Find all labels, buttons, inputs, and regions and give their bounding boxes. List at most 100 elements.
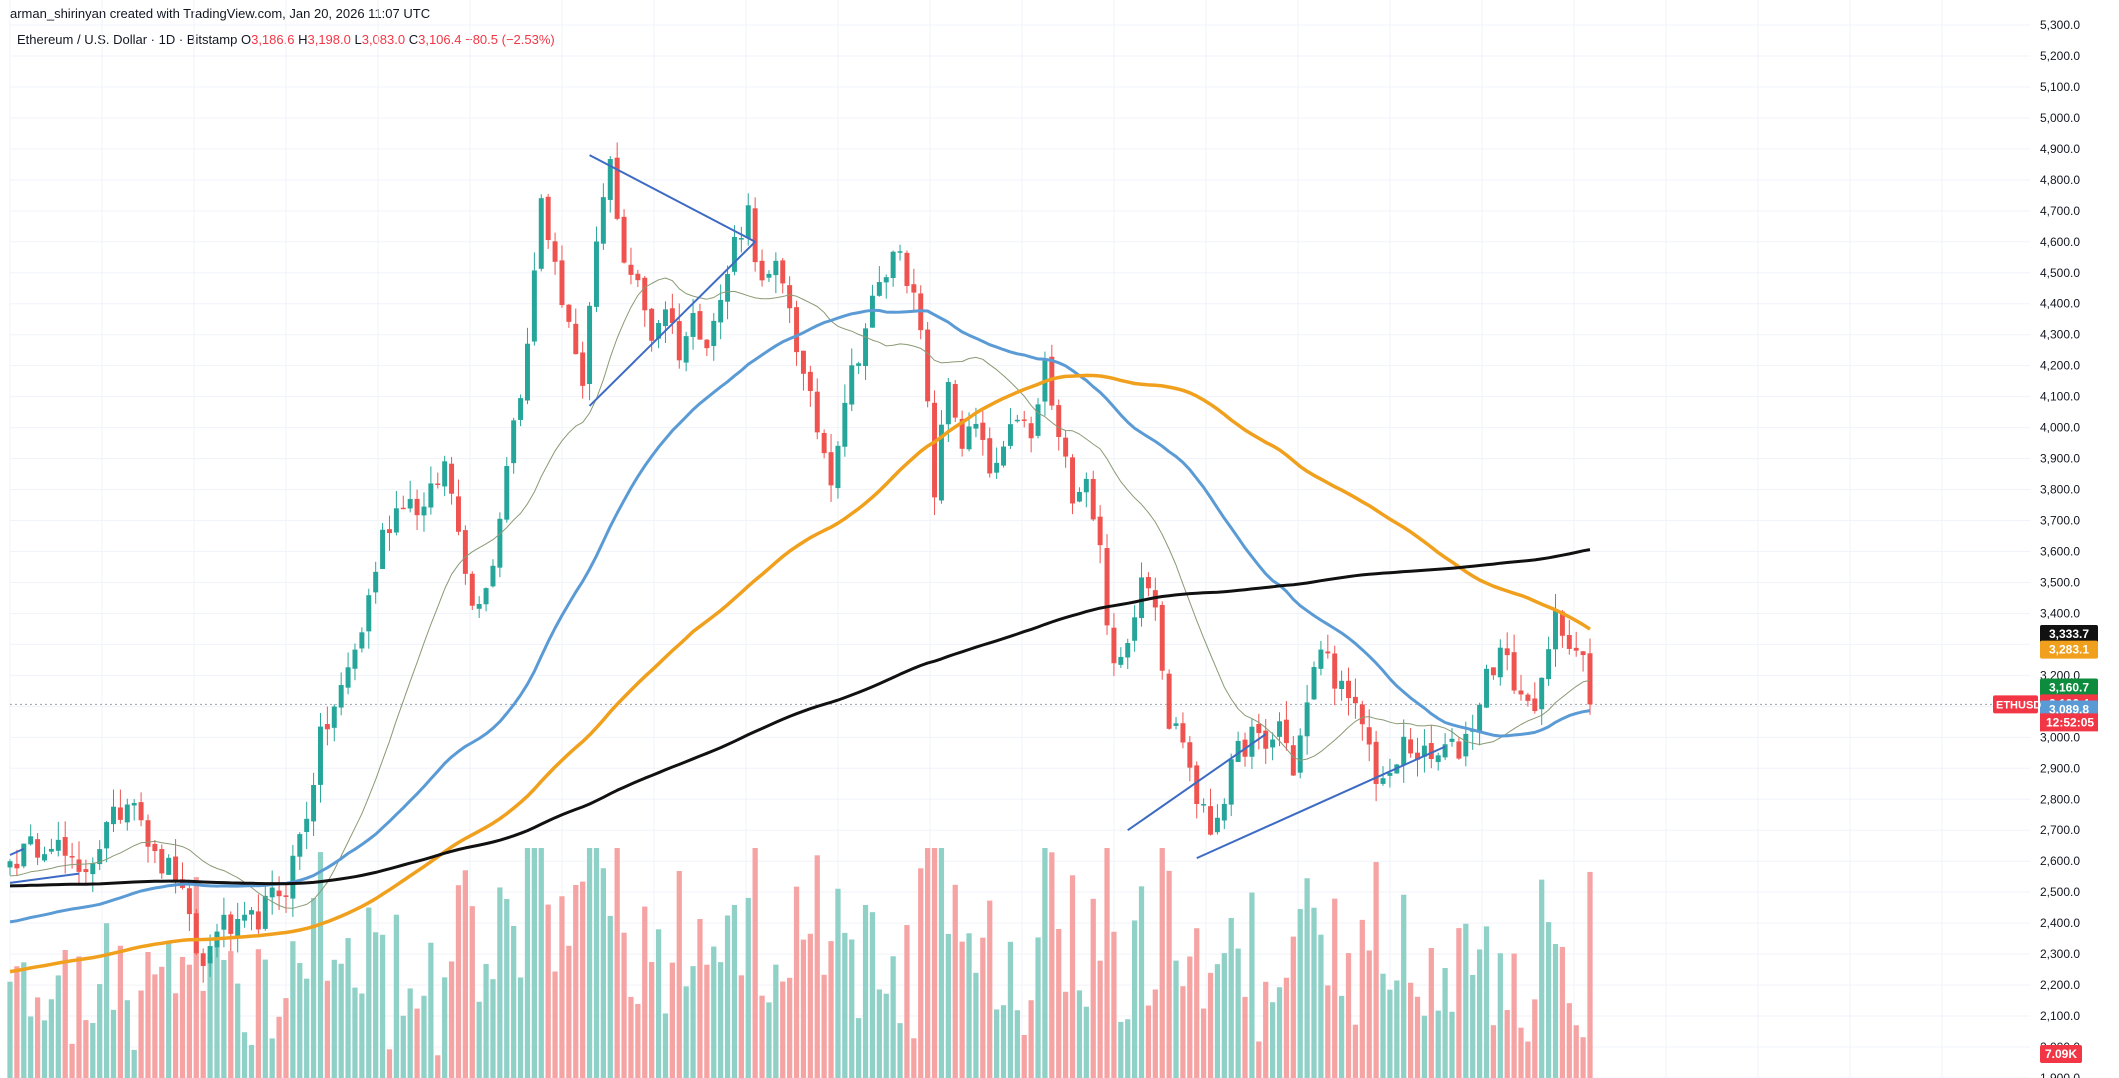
volume-bar	[718, 962, 724, 1078]
volume-bar	[1000, 1005, 1007, 1078]
candle-body	[359, 632, 365, 649]
symbol-tag-label: ETHUSD	[1996, 699, 2041, 711]
candle-body	[1401, 736, 1407, 766]
volume-bar	[214, 934, 220, 1078]
candle-body	[97, 849, 103, 865]
volume-bar	[41, 1020, 48, 1078]
price-axis-label: 5,200.0	[2040, 49, 2080, 63]
ma200-line	[9, 548, 1591, 888]
candle-body	[1297, 735, 1303, 773]
candle-body	[945, 382, 951, 425]
volume-bar	[248, 1044, 255, 1078]
candle-body	[111, 806, 116, 825]
price-axis-label: 1,900.0	[2040, 1071, 2080, 1078]
volume-bar	[683, 986, 689, 1078]
candle-body	[1283, 719, 1289, 744]
volume-tag-label: 7.09K	[2045, 1047, 2077, 1061]
candle-body	[283, 895, 289, 897]
candle-body	[1132, 617, 1138, 641]
candle-body	[1194, 765, 1200, 805]
volume-bar	[1580, 1037, 1586, 1078]
candle-body	[552, 241, 558, 262]
volume-bars	[7, 848, 1593, 1078]
candle-body	[449, 463, 455, 494]
candle-body	[249, 910, 254, 915]
volume-bar	[1201, 1008, 1207, 1078]
volume-bar	[207, 956, 213, 1078]
candle-body	[635, 273, 641, 281]
symbol-title: Ethereum / U.S. Dollar · 1D · Bitstamp	[17, 32, 238, 47]
candle-body	[1221, 803, 1227, 821]
volume-bar	[455, 885, 462, 1078]
volume-bar	[856, 1018, 862, 1078]
candle-body	[987, 438, 993, 474]
volume-bar	[883, 993, 889, 1078]
ma100-line	[9, 373, 1591, 974]
price-tag: 3,160.7	[2040, 678, 2098, 697]
candle-body	[311, 785, 317, 822]
price-tags: 3,333.73,283.13,160.73,106.43,089.812:52…	[1993, 624, 2098, 1063]
candle-body	[1208, 806, 1214, 835]
volume-bar	[414, 1008, 420, 1078]
volume-bar	[345, 938, 351, 1078]
candle-body	[290, 855, 296, 899]
price-axis-label: 2,400.0	[2040, 916, 2080, 930]
candle-body	[711, 320, 717, 347]
candle-body	[1173, 723, 1179, 726]
volume-bar	[55, 975, 61, 1078]
volume-bar	[635, 1003, 641, 1078]
candle-body	[752, 208, 758, 263]
candle-body	[414, 498, 420, 516]
price-axis[interactable]: 1,900.02,000.02,100.02,200.02,300.02,400…	[2040, 18, 2080, 1078]
volume-bar	[676, 871, 682, 1078]
volume-bar	[400, 1015, 406, 1078]
volume-bar	[973, 972, 979, 1078]
volume-bar	[1414, 996, 1421, 1078]
volume-bar	[1311, 907, 1317, 1078]
volume-bar	[1166, 870, 1172, 1078]
volume-bar	[524, 848, 531, 1078]
candle-body	[1028, 423, 1034, 439]
volume-bar	[255, 949, 262, 1078]
candle-body	[1359, 704, 1365, 725]
price-axis-label: 4,900.0	[2040, 142, 2080, 156]
price-tag-label: 3,283.1	[2049, 643, 2089, 657]
candle-body	[1428, 743, 1434, 760]
candle-body	[1553, 610, 1558, 650]
price-axis-label: 2,500.0	[2040, 885, 2080, 899]
candle-body	[773, 260, 779, 276]
candle-body	[352, 649, 358, 669]
volume-bar	[1063, 991, 1069, 1078]
volume-bar	[1539, 879, 1545, 1078]
volume-bar	[269, 1038, 275, 1078]
volume-bar	[152, 974, 158, 1078]
ohlc-high-label: H	[298, 32, 308, 47]
candle-body	[497, 518, 503, 568]
volume-bar	[793, 886, 800, 1078]
volume-bar	[1104, 848, 1110, 1078]
volume-bar	[897, 1023, 903, 1078]
volume-bar	[1304, 878, 1310, 1078]
trendline	[589, 154, 756, 243]
candle-body	[676, 321, 682, 361]
candle-body	[649, 308, 655, 341]
price-tag-bg	[2040, 640, 2098, 659]
candle-body	[1463, 733, 1469, 757]
candle-body	[690, 313, 696, 337]
volume-bar	[304, 978, 310, 1078]
price-tag-label: 3,333.7	[2049, 627, 2089, 641]
candle-body	[14, 863, 20, 869]
volume-bar	[1235, 948, 1241, 1078]
candle-body	[1049, 356, 1055, 406]
price-tag-bg	[2040, 624, 2098, 643]
candle-body	[345, 667, 351, 688]
candle-body	[925, 329, 931, 402]
volume-bar	[1449, 1011, 1455, 1078]
trendline	[9, 847, 25, 856]
volume-bar	[1276, 987, 1283, 1078]
volume-bar	[1476, 949, 1483, 1078]
volume-bar	[14, 966, 20, 1078]
candle-body	[1256, 724, 1262, 734]
price-axis-label: 2,100.0	[2040, 1009, 2080, 1023]
